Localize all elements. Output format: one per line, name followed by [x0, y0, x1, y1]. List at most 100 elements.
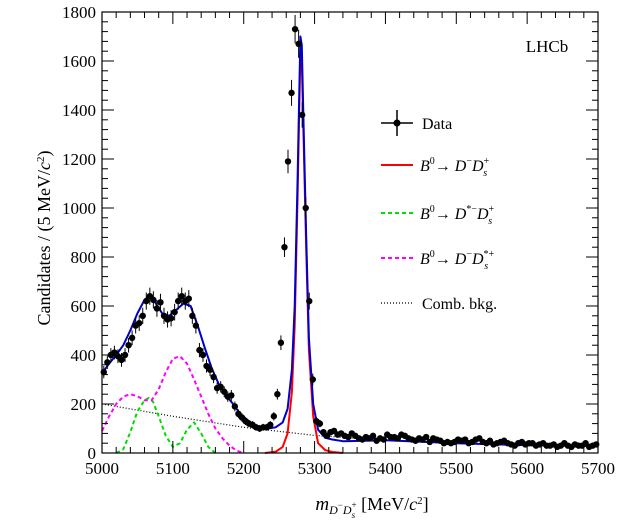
data-point — [174, 292, 182, 310]
data-point — [369, 432, 377, 440]
data-point — [143, 292, 150, 310]
plot-frame — [101, 11, 599, 454]
data-marker — [231, 403, 239, 410]
data-marker — [174, 297, 182, 305]
data-point — [125, 337, 132, 353]
data-point — [104, 355, 111, 369]
data-point — [206, 363, 214, 377]
data-marker — [150, 296, 157, 304]
data-point — [153, 300, 161, 317]
data-point — [231, 401, 239, 412]
x-tick-label: 5500 — [439, 459, 473, 478]
data-point — [189, 307, 196, 324]
data-marker — [118, 356, 125, 364]
data-marker — [167, 315, 175, 322]
data-marker — [210, 373, 217, 381]
data-point — [316, 419, 324, 428]
data-point — [461, 436, 469, 443]
x-tick-label: 5700 — [581, 459, 615, 478]
legend-entry-d-dsstar: B0→ D−D*+ s — [381, 249, 495, 272]
data-point — [136, 315, 143, 331]
data-marker — [136, 319, 143, 327]
y-tick-label: 1800 — [62, 3, 96, 22]
data-marker — [369, 432, 377, 440]
data-marker — [281, 244, 288, 251]
x-axis-label: mD−D+ s[MeV/c2] — [315, 494, 428, 520]
data-point — [199, 348, 207, 362]
data-point — [228, 390, 235, 401]
data-point — [171, 303, 178, 321]
curve-dstar-ds — [115, 396, 217, 454]
data-marker — [422, 433, 430, 441]
data-point — [192, 317, 200, 334]
axis-ticks: 5000 5100 5200 5300 5400 5500 5600 5700 0 200 400 6… — [62, 3, 615, 478]
data-point — [274, 388, 281, 400]
data-point — [217, 381, 224, 393]
data-marker — [306, 297, 313, 305]
data-marker — [298, 111, 306, 119]
fit-curves — [101, 35, 599, 454]
data-point — [306, 292, 313, 310]
data-marker — [121, 351, 129, 359]
legend-label-data: Data — [422, 116, 452, 133]
x-tick-label: 5100 — [156, 459, 190, 478]
data-point — [284, 149, 292, 174]
y-tick-label: 1200 — [62, 150, 96, 169]
data-points — [100, 14, 600, 451]
data-point — [128, 330, 136, 346]
y-tick-label: 1600 — [62, 52, 96, 71]
data-point — [150, 291, 157, 309]
data-point — [281, 237, 288, 257]
y-tick-label: 600 — [71, 297, 97, 316]
data-point — [267, 421, 274, 429]
data-marker — [199, 351, 207, 359]
data-marker — [270, 413, 278, 420]
data-point — [422, 433, 430, 441]
legend-label-comb: Comb. bkg. — [422, 296, 497, 313]
data-marker — [316, 420, 324, 427]
legend: Data B0→ D−D+ s B0→ D*−D+ s B0→ D−D*+ s Com… — [381, 110, 497, 313]
data-marker — [309, 376, 316, 383]
x-tick-label: 5000 — [85, 459, 119, 478]
data-marker — [192, 322, 200, 329]
x-tick-label: 5400 — [368, 459, 402, 478]
data-point — [288, 79, 295, 106]
data-point — [298, 102, 306, 128]
data-point — [270, 412, 278, 421]
curve-d-dsstar — [101, 355, 245, 454]
data-marker — [178, 293, 185, 300]
data-marker — [217, 383, 224, 391]
data-marker — [221, 388, 228, 395]
data-point — [118, 353, 125, 367]
y-tick-label: 1000 — [62, 199, 96, 218]
y-tick-label: 200 — [71, 395, 97, 414]
y-tick-label: 1400 — [62, 101, 96, 120]
x-tick-label: 5600 — [510, 459, 544, 478]
x-tick-label: 5300 — [298, 459, 332, 478]
x-tick-label: 5200 — [227, 459, 261, 478]
legend-label-d-dsstar: B0→ D−D*+ s — [420, 249, 495, 272]
data-point — [302, 197, 309, 219]
data-marker — [196, 346, 203, 354]
data-marker — [189, 312, 196, 319]
data-point — [291, 14, 299, 44]
data-marker — [185, 295, 192, 302]
legend-label-signal: B0→ D−D+ s — [420, 156, 490, 179]
data-point — [221, 386, 228, 398]
data-marker — [267, 421, 274, 429]
data-marker — [228, 392, 235, 399]
legend-entry-dstar-ds: B0→ D*−D+ s — [381, 204, 495, 227]
data-marker — [171, 308, 178, 316]
data-point — [295, 29, 302, 58]
data-point — [309, 373, 316, 386]
data-marker — [125, 342, 132, 349]
legend-label-dstar-ds: B0→ D*−D+ s — [420, 204, 495, 227]
data-point — [178, 287, 185, 305]
data-marker — [291, 25, 299, 33]
data-point — [196, 342, 203, 358]
y-tick-label: 800 — [71, 248, 97, 267]
data-point — [121, 348, 129, 362]
y-tick-label: 0 — [88, 444, 97, 463]
data-point — [157, 293, 164, 311]
